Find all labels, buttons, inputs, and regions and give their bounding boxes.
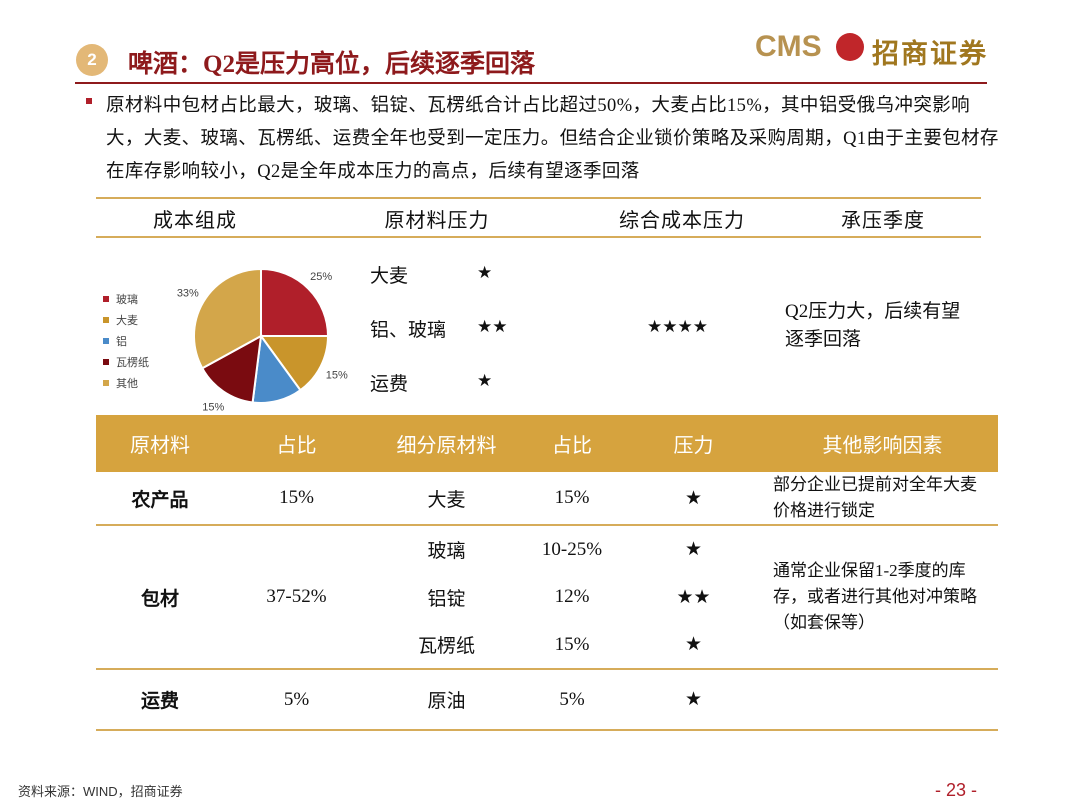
table-row: 瓦楞纸 15% ★ bbox=[96, 621, 998, 670]
cost-table: 原材料 占比 细分原材料 占比 压力 其他影响因素 农产品 15% 大麦 15%… bbox=[96, 415, 998, 731]
table-header-row: 原材料 占比 细分原材料 占比 压力 其他影响因素 bbox=[96, 415, 998, 472]
cell: ★★ bbox=[676, 586, 711, 608]
pressure-stars: ★★ bbox=[477, 317, 508, 336]
table-header: 细分原材料 bbox=[369, 415, 524, 472]
rule bbox=[96, 236, 981, 238]
pie-slice bbox=[260, 267, 330, 337]
legend-label: 瓦楞纸 bbox=[116, 355, 149, 369]
cell: 包材 bbox=[96, 525, 224, 670]
legend-label: 铝 bbox=[116, 334, 127, 348]
legend-swatch bbox=[103, 296, 109, 302]
cell: 瓦楞纸 bbox=[369, 621, 524, 670]
cell: 12% bbox=[554, 586, 590, 607]
rule bbox=[96, 197, 981, 199]
slice-label: 33% bbox=[177, 288, 199, 300]
table-header: 占比 bbox=[524, 415, 620, 472]
cell: 15% bbox=[524, 472, 620, 526]
table-header: 原材料 bbox=[96, 415, 224, 472]
title: 啤酒：Q2是压力高位，后续逐季回落 bbox=[128, 51, 535, 78]
summary-header: 承压季度 bbox=[841, 210, 925, 232]
table-row: 运费 5% 原油 5% ★ bbox=[96, 669, 998, 731]
logo-cn: 招商证券 bbox=[872, 39, 988, 69]
page-number: - 23 - bbox=[935, 780, 978, 800]
pressure-item: 铝、玻璃 bbox=[370, 320, 447, 341]
legend-swatch bbox=[103, 317, 109, 323]
cell: 通常企业保留1-2季度的库存，或者进行其他对冲策略（如套保等） bbox=[767, 525, 998, 670]
source: 资料来源：WIND，招商证券 bbox=[18, 784, 183, 799]
cell: ★ bbox=[684, 539, 703, 560]
slice-label: 25% bbox=[310, 271, 332, 283]
table-header: 其他影响因素 bbox=[767, 415, 998, 472]
cell: ★ bbox=[620, 621, 767, 670]
bullet-mark bbox=[86, 98, 92, 104]
cell: 原油 bbox=[369, 669, 524, 731]
pressure-stars: ★ bbox=[477, 263, 493, 282]
legend-swatch bbox=[103, 359, 109, 365]
cell: 10-25% bbox=[541, 538, 603, 560]
cell: 大麦 bbox=[369, 472, 524, 526]
bullet-text: 原材料中包材占比最大，玻璃、铝锭、瓦楞纸合计占比超过50%，大麦占比15%，其中… bbox=[106, 96, 999, 182]
pressure-item: 运费 bbox=[370, 374, 409, 395]
cell: 15% bbox=[224, 472, 369, 526]
logo-latin: CMS bbox=[755, 30, 822, 63]
slice-label: 15% bbox=[326, 370, 348, 382]
summary-header: 成本组成 bbox=[153, 210, 237, 232]
legend-swatch bbox=[103, 380, 109, 386]
cell: 5% bbox=[224, 669, 369, 731]
cell: 5% bbox=[524, 669, 620, 731]
cell: 玻璃 bbox=[427, 541, 466, 562]
cell: ★ bbox=[620, 472, 767, 526]
cell: 运费 bbox=[96, 669, 224, 731]
legend-swatch bbox=[103, 338, 109, 344]
logo-icon bbox=[836, 33, 864, 61]
overall-stars: ★★★★ bbox=[647, 317, 708, 336]
pressure-item: 大麦 bbox=[370, 266, 409, 287]
cell: 部分企业已提前对全年大麦价格进行锁定 bbox=[767, 472, 998, 526]
table-row: 农产品 15% 大麦 15% ★ 部分企业已提前对全年大麦价格进行锁定 bbox=[96, 472, 998, 526]
cell: ★ bbox=[620, 669, 767, 731]
slice-label: 15% bbox=[202, 401, 224, 413]
pie-slice bbox=[193, 267, 262, 370]
table-header: 占比 bbox=[224, 415, 369, 472]
table-row: 铝锭 12% ★★ bbox=[96, 573, 998, 621]
cell bbox=[767, 669, 998, 731]
cell: 37-52% bbox=[224, 525, 369, 670]
header-rule bbox=[75, 82, 987, 84]
legend-label: 其他 bbox=[116, 377, 138, 390]
summary-header: 原材料压力 bbox=[384, 210, 490, 232]
pie-slice bbox=[200, 334, 263, 404]
season-text: Q2压力大，后续有望逐季回落 bbox=[785, 301, 961, 350]
legend-label: 大麦 bbox=[116, 313, 138, 327]
cell: 铝锭 bbox=[427, 588, 466, 610]
cell: 农产品 bbox=[96, 472, 224, 526]
summary-header: 综合成本压力 bbox=[619, 210, 745, 232]
pie-slice bbox=[259, 335, 330, 392]
table-header: 压力 bbox=[620, 415, 767, 472]
table-row: 包材 37-52% 玻璃 10-25% ★ 通常企业保留1-2季度的库存，或者进… bbox=[96, 525, 998, 670]
legend-label: 玻璃 bbox=[116, 292, 138, 306]
cell: 15% bbox=[524, 621, 620, 670]
pressure-stars: ★ bbox=[477, 371, 493, 390]
section-number: 2 bbox=[76, 44, 108, 76]
